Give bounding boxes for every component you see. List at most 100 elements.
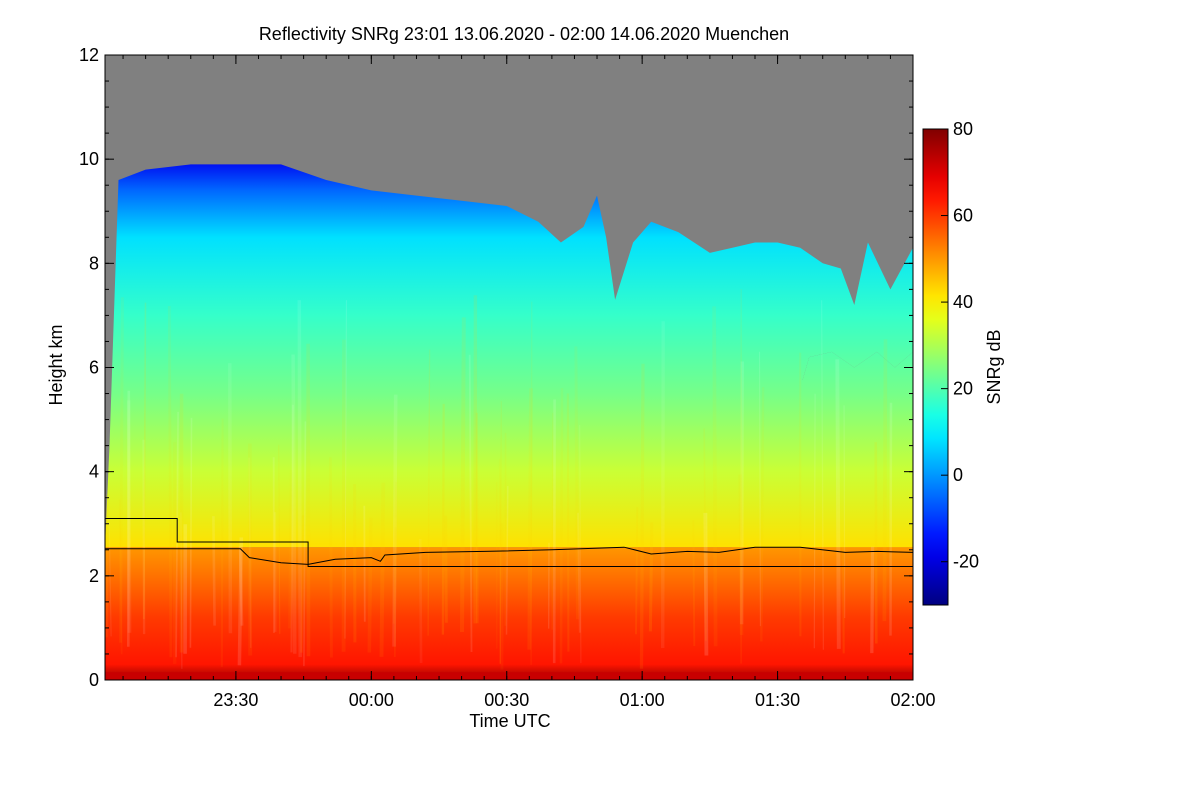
x-tick-label: 02:00 <box>890 690 935 710</box>
y-axis-label: Height km <box>46 324 66 405</box>
streak <box>367 517 373 653</box>
streak <box>738 474 744 636</box>
overlay-lines <box>105 518 913 567</box>
y-tick-label: 6 <box>89 358 99 378</box>
y-axis: 0 2 4 6 8 10 12 <box>79 45 913 690</box>
x-axis-label: Time UTC <box>469 711 550 731</box>
streak <box>118 499 123 655</box>
y-tick-label: 12 <box>79 45 99 65</box>
streak <box>189 417 193 648</box>
streak <box>648 522 654 632</box>
streak <box>760 387 765 642</box>
streak <box>212 516 216 626</box>
streak <box>297 300 302 658</box>
streak <box>505 485 509 635</box>
streak <box>119 297 124 643</box>
x-tick-label: 23:30 <box>213 690 258 710</box>
streak <box>566 393 570 652</box>
streak <box>703 512 709 656</box>
streak <box>843 405 846 619</box>
streak <box>228 363 233 634</box>
upper-cloud-region <box>105 164 913 548</box>
streak <box>392 527 397 624</box>
streak <box>108 522 112 637</box>
streak <box>303 421 307 667</box>
streak <box>418 538 423 664</box>
overlay-line-1 <box>105 518 913 567</box>
colorbar-tick-label: 60 <box>953 206 973 226</box>
streak <box>661 321 665 649</box>
y-tick-label: 8 <box>89 253 99 273</box>
overlay-line-2 <box>105 546 913 565</box>
streak <box>105 494 110 638</box>
streak <box>248 457 252 648</box>
streak <box>577 512 581 633</box>
y-tick-label: 2 <box>89 566 99 586</box>
streak <box>393 481 397 658</box>
streak <box>703 428 707 641</box>
colorbar-fill <box>922 128 949 606</box>
streak <box>427 349 431 636</box>
streak <box>870 546 875 654</box>
streak <box>392 394 398 647</box>
streak <box>874 442 878 644</box>
streak <box>475 412 479 624</box>
streak <box>692 520 696 647</box>
streak <box>288 470 293 629</box>
colorbar-tick-label: 40 <box>953 292 973 312</box>
streak <box>740 361 744 625</box>
streak <box>820 300 825 650</box>
streak <box>889 402 893 636</box>
streak <box>291 354 297 654</box>
streak <box>460 317 466 633</box>
x-tick-label: 01:00 <box>620 690 665 710</box>
streak <box>379 482 386 657</box>
chart-title: Reflectivity SNRg 23:01 13.06.2020 - 02:… <box>259 24 789 44</box>
x-axis: 23:30 00:00 00:30 01:00 01:30 02:00 <box>122 55 936 710</box>
streak <box>813 393 816 649</box>
streak <box>527 388 533 650</box>
streak <box>444 515 448 623</box>
streak <box>238 546 244 626</box>
x-tick-label: 00:30 <box>484 690 529 710</box>
streak <box>142 439 146 635</box>
streak <box>180 512 183 669</box>
streak-texture <box>105 288 893 670</box>
streak <box>635 507 639 635</box>
streak <box>835 359 841 649</box>
streak <box>328 457 333 658</box>
colorbar-tick-label: -20 <box>953 552 979 572</box>
streak <box>551 412 554 630</box>
streak <box>758 351 761 627</box>
y-tick-label: 4 <box>89 462 99 482</box>
x-tick-label: 00:00 <box>349 690 394 710</box>
streak <box>468 354 473 653</box>
streak <box>574 346 579 620</box>
ground-clutter-band <box>105 672 913 680</box>
y-tick-label: 10 <box>79 149 99 169</box>
streak <box>882 339 888 622</box>
streak <box>363 505 366 622</box>
streak <box>639 363 645 669</box>
x-tick-label: 01:30 <box>755 690 800 710</box>
streak <box>126 400 132 633</box>
colorbar-tick-label: 80 <box>953 119 973 139</box>
streak <box>559 388 564 664</box>
streak <box>579 424 582 664</box>
lower-cloud-region <box>732 273 913 548</box>
colorbar-label: SNRg dB <box>984 329 1004 404</box>
streak <box>499 401 502 664</box>
streak <box>441 403 445 635</box>
streak <box>290 404 294 653</box>
streak <box>498 458 502 665</box>
colorbar-tick-label: 0 <box>953 465 963 485</box>
streak <box>300 515 305 653</box>
streak <box>143 302 147 620</box>
y-tick-label: 0 <box>89 670 99 690</box>
streak <box>278 444 281 634</box>
streak <box>344 300 347 639</box>
colorbar-tick-label: 20 <box>953 379 973 399</box>
streak <box>237 537 244 666</box>
plot-area <box>105 55 913 680</box>
